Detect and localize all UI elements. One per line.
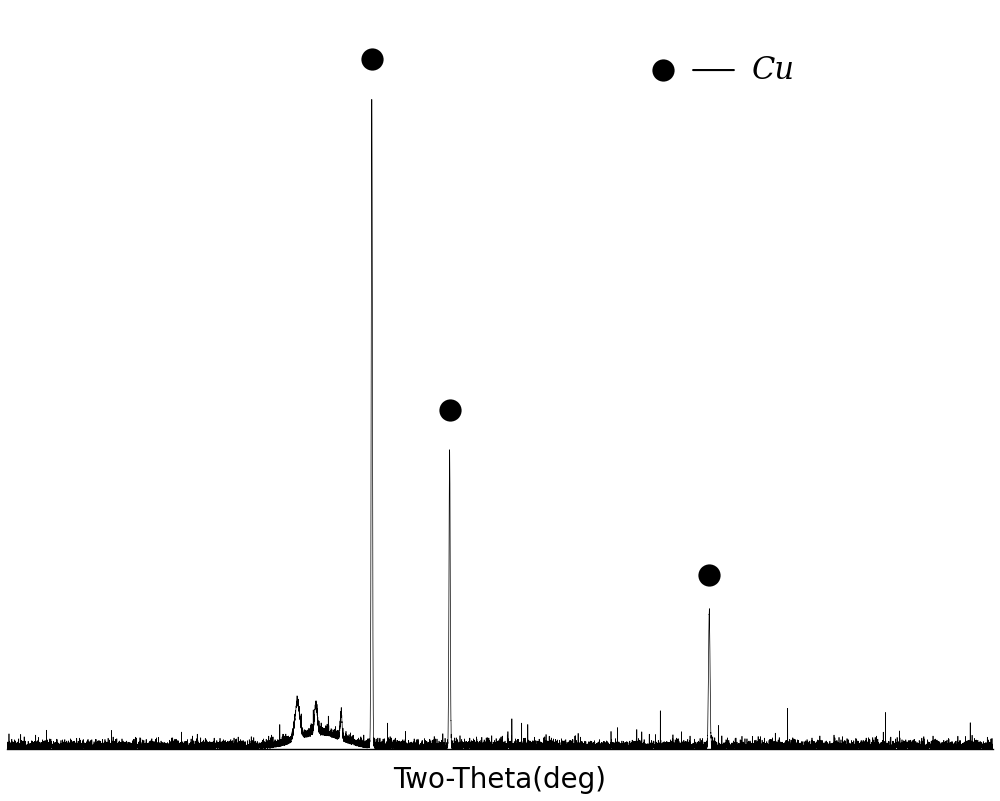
Text: Cu: Cu [751,54,794,86]
X-axis label: Two-Theta(deg): Two-Theta(deg) [394,766,606,794]
